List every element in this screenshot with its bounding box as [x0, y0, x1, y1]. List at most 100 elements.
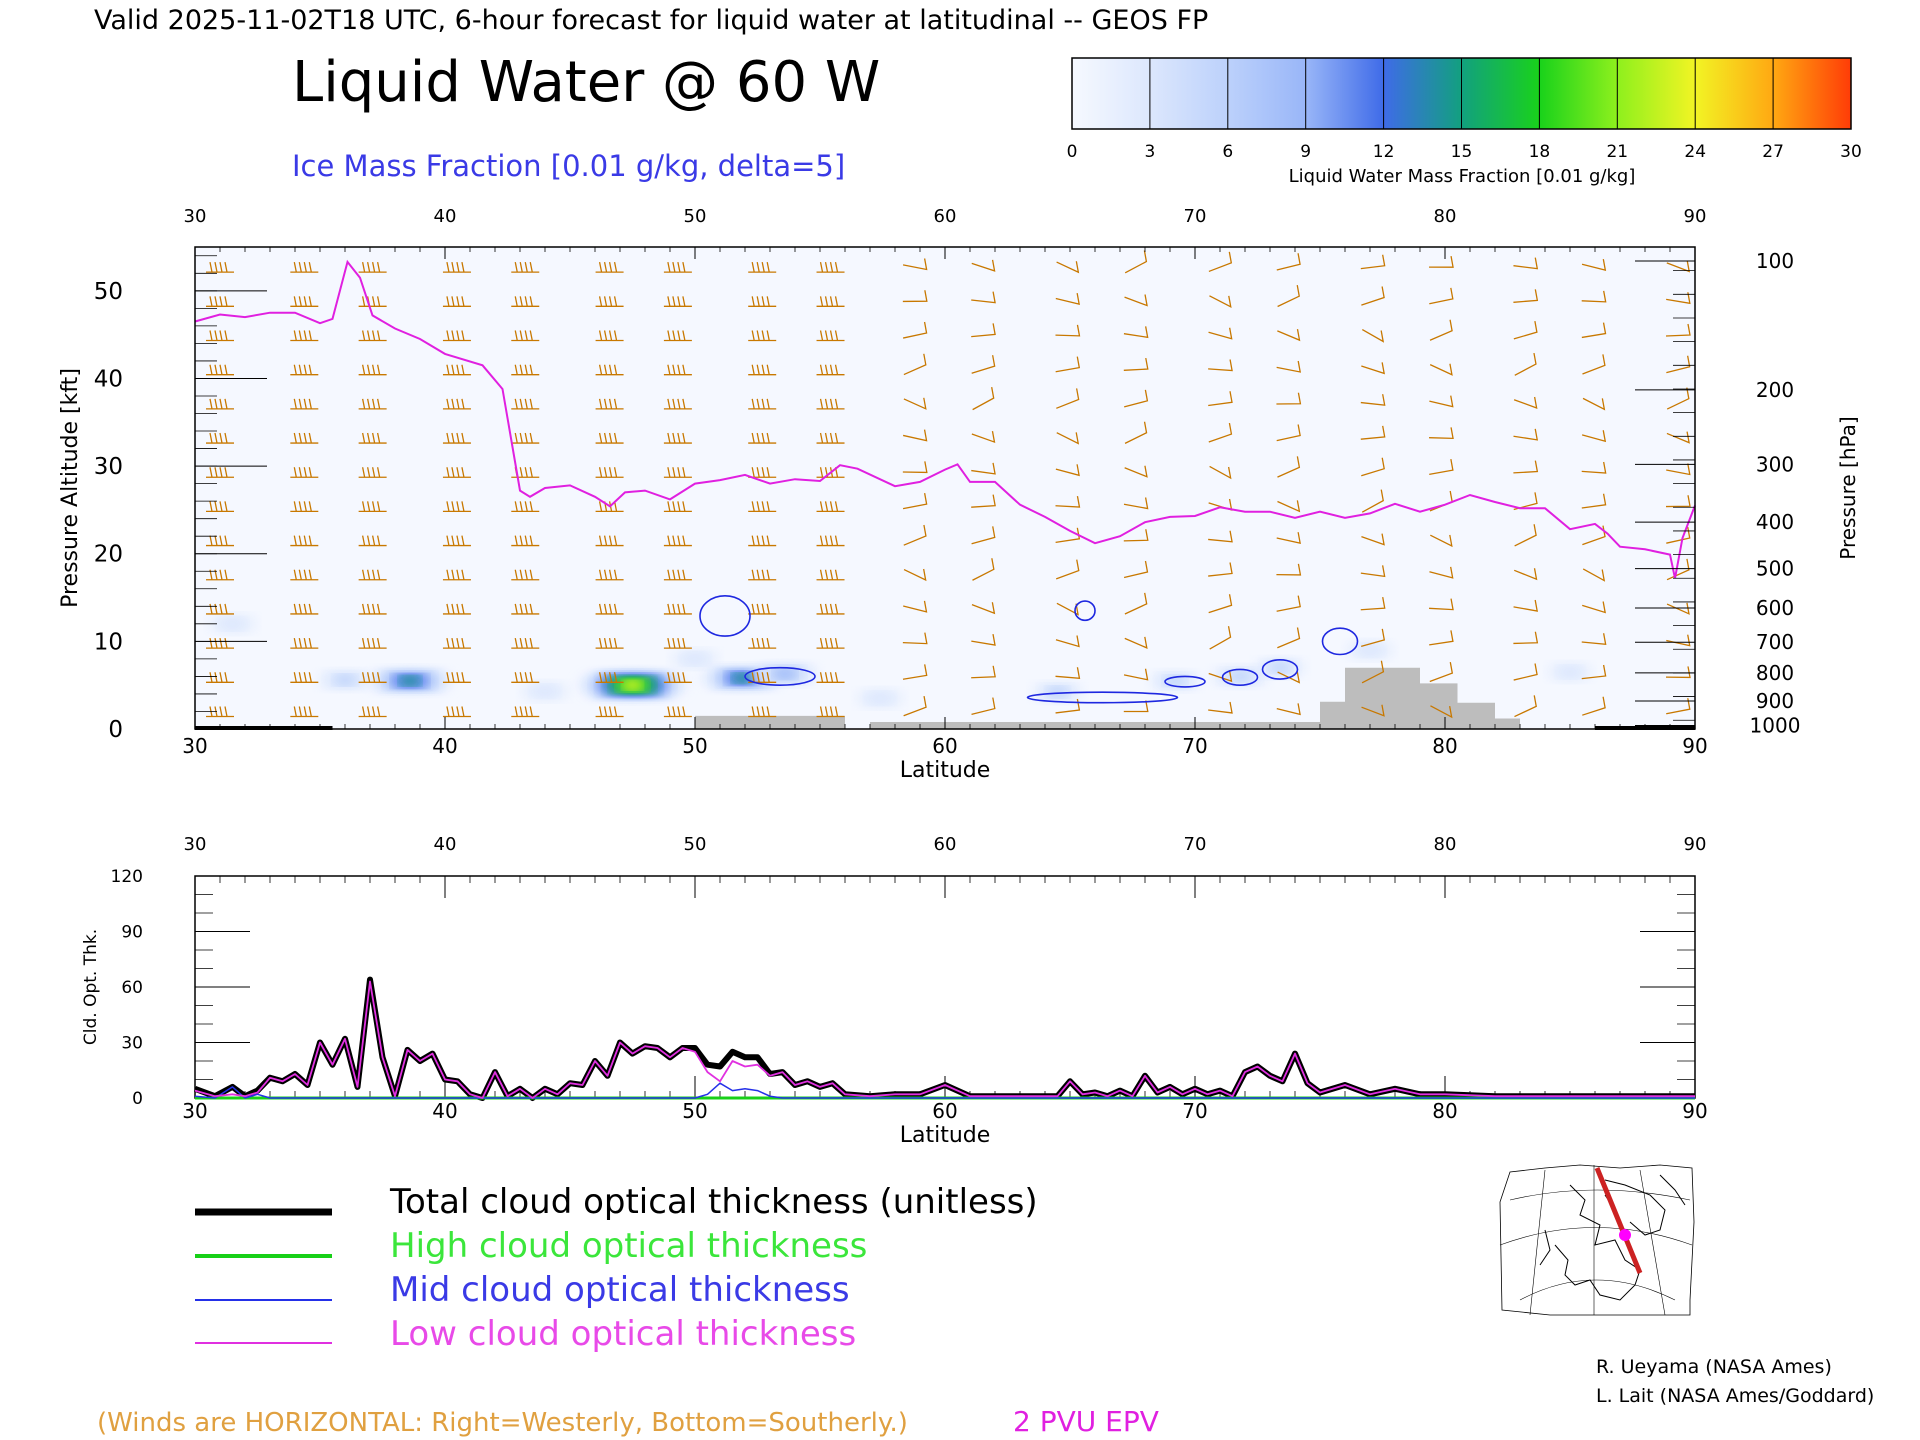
wind-barb — [1513, 631, 1539, 645]
wind-barb — [595, 535, 624, 547]
wind-barb — [1055, 635, 1080, 648]
wind-barb — [1055, 324, 1081, 337]
x-tick-label: 80 — [1432, 734, 1457, 758]
wind-barb — [511, 603, 540, 615]
wind-barb — [442, 637, 471, 649]
wind-barb — [1123, 497, 1149, 510]
wind-barb — [1124, 389, 1149, 408]
wind-barb — [290, 535, 319, 547]
wind-barb — [816, 535, 845, 547]
wind-barb — [511, 330, 540, 342]
liquid-water-blob — [1046, 686, 1069, 698]
y-tick-label: 50 — [94, 279, 123, 305]
wind-barb — [663, 706, 692, 718]
wind-barb — [663, 432, 692, 444]
valid-line: Valid 2025-11-02T18 UTC, 6-hour forecast… — [94, 5, 1208, 36]
wind-barb — [1056, 261, 1080, 274]
wind-barb — [1276, 532, 1301, 545]
wind-barb — [1514, 524, 1537, 547]
wind-barb — [1209, 465, 1232, 480]
wind-barb — [442, 296, 471, 307]
wind-barb — [1429, 598, 1454, 611]
liquid-water-blob — [1268, 662, 1292, 674]
wind-barb — [511, 364, 540, 376]
pvu-line — [194, 259, 1696, 579]
x-tick-label: 50 — [682, 734, 707, 758]
wind-barb — [816, 364, 845, 376]
wind-barb — [358, 706, 387, 718]
colorbar-tick-label: 0 — [1067, 142, 1078, 162]
locator-map — [1499, 1164, 1695, 1316]
wind-barb — [1361, 286, 1385, 306]
wind-barb — [358, 569, 387, 581]
wind-barb — [511, 637, 540, 649]
wind-barb — [442, 467, 471, 478]
wind-barb — [1124, 636, 1148, 649]
wind-barb — [1665, 666, 1691, 679]
wind-barb — [442, 364, 471, 376]
wind-barb — [442, 330, 471, 342]
series-low — [194, 980, 1695, 1099]
wind-barb — [1513, 599, 1538, 612]
ice-contour — [1221, 668, 1259, 686]
wind-barb — [1055, 464, 1080, 477]
wind-barb — [206, 637, 234, 649]
wind-barb — [1361, 362, 1385, 375]
wind-barb — [358, 330, 387, 342]
colorbar-tick-label: 3 — [1144, 142, 1155, 162]
plot-background — [195, 247, 1695, 729]
bottom-x-tick-label-top: 30 — [184, 834, 207, 855]
wind-barb — [1055, 527, 1081, 543]
wind-barb — [748, 706, 777, 718]
wind-barb — [748, 467, 777, 478]
wind-barb — [290, 637, 319, 649]
wind-barb — [816, 603, 845, 615]
wind-barb — [1429, 662, 1454, 683]
wind-barb — [1276, 595, 1301, 612]
ice-contour — [699, 594, 751, 637]
wind-barb — [902, 664, 928, 680]
wind-barb — [971, 323, 996, 338]
wind-barb — [1055, 559, 1080, 580]
wind-barb — [748, 672, 777, 683]
y-tick-label: 30 — [94, 454, 123, 480]
x-tick-label-top: 30 — [184, 206, 207, 227]
wind-barb — [595, 569, 624, 581]
wind-barb — [971, 291, 996, 304]
wind-barb — [595, 262, 624, 273]
wind-barb — [1208, 530, 1233, 543]
wind-barb — [1513, 321, 1538, 340]
wind-barb — [1429, 287, 1454, 305]
wind-barb — [1666, 292, 1691, 305]
wind-barb — [206, 398, 234, 410]
wind-barb — [816, 706, 845, 718]
wind-barb — [1208, 594, 1233, 614]
wind-barb — [511, 398, 540, 410]
wind-barb — [1581, 633, 1607, 645]
bottom-y-tick-label: 120 — [111, 867, 143, 887]
bottom-x-tick-label-top: 40 — [434, 834, 457, 855]
bottom-y-tick-label: 60 — [121, 978, 143, 998]
wind-barb — [1361, 457, 1385, 477]
pressure-tick-label: 400 — [1756, 510, 1794, 534]
wind-barb — [971, 697, 996, 716]
bottom-y-tick-label: 0 — [132, 1089, 143, 1109]
wind-barb — [206, 535, 234, 547]
wind-barb — [1429, 319, 1453, 341]
pressure-tick-label: 700 — [1756, 630, 1794, 654]
x-tick-label: 90 — [1682, 734, 1707, 758]
wind-barb — [748, 364, 777, 376]
wind-barb — [816, 672, 845, 683]
colorbar-label: Liquid Water Mass Fraction [0.01 g/kg] — [1289, 166, 1636, 187]
colorbar-tick-label: 6 — [1222, 142, 1233, 162]
top-axes: 3030404050506060707080809090010203040501… — [94, 206, 1801, 758]
wind-barb — [595, 398, 624, 410]
bottom-x-tick-label-top: 60 — [934, 834, 957, 855]
bottom-x-tick-label-top: 70 — [1184, 834, 1207, 855]
wind-barb — [1513, 396, 1538, 410]
top-ylabel-right: Pressure [hPa] — [1836, 416, 1860, 559]
map-marker — [1619, 1229, 1631, 1241]
wind-barb — [903, 524, 927, 546]
wind-barb — [1209, 295, 1232, 309]
